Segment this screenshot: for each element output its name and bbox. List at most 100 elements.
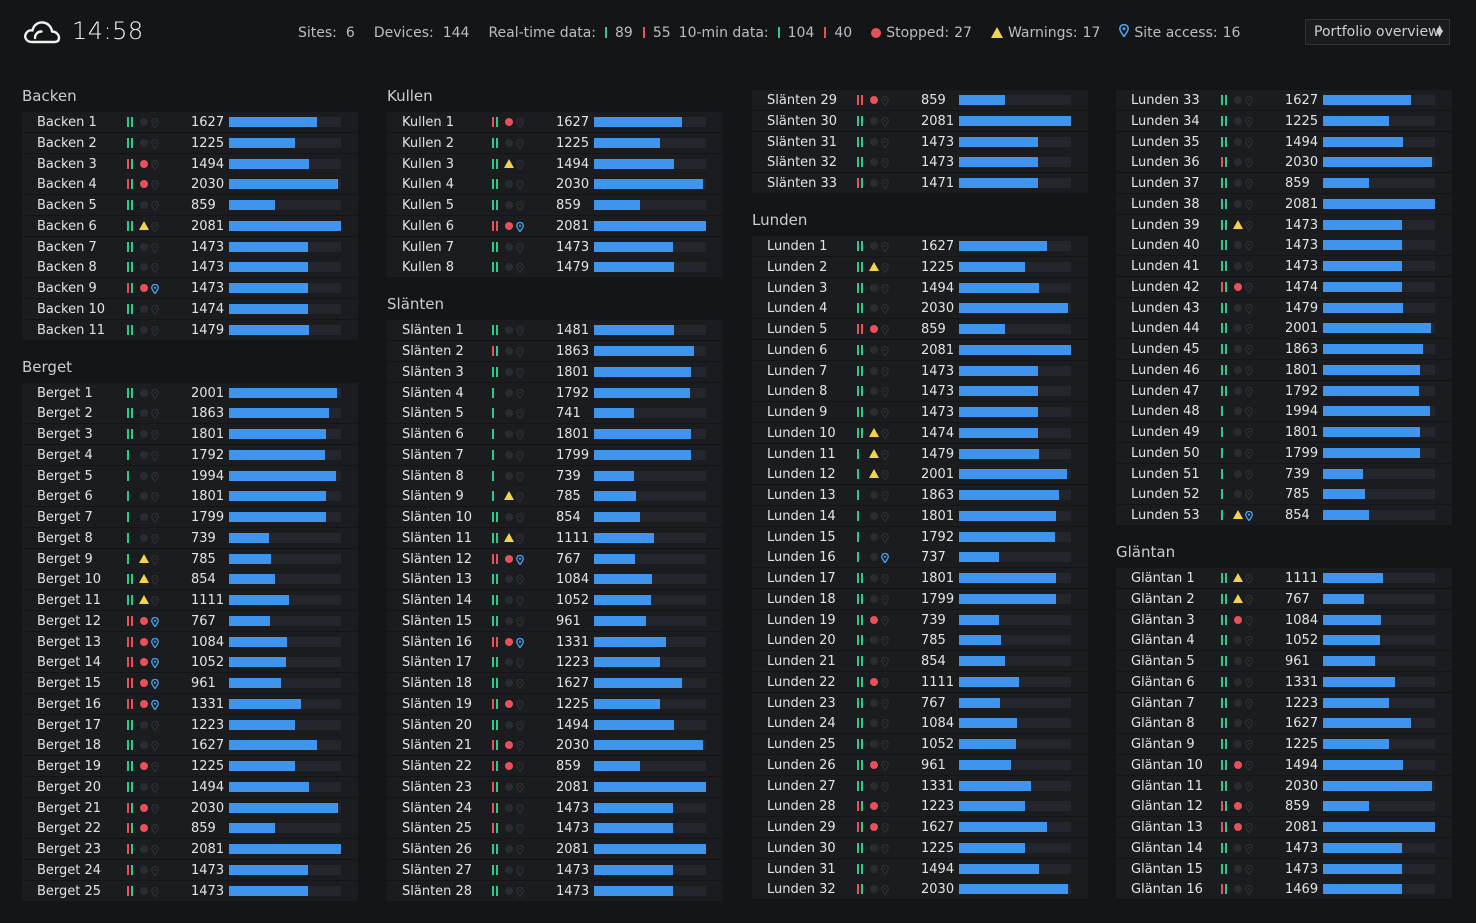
device-row[interactable]: Slänten 1 1481 [387, 320, 723, 341]
device-row[interactable]: Berget 1 2001 [22, 382, 358, 403]
device-row[interactable]: Gläntan 2 767 [1116, 588, 1452, 609]
device-row[interactable]: Lunden 18 1799 [752, 588, 1088, 609]
device-row[interactable]: Berget 21 2030 [22, 797, 358, 818]
device-row[interactable]: Lunden 15 1792 [752, 526, 1088, 547]
device-row[interactable]: Lunden 41 1473 [1116, 256, 1452, 276]
device-row[interactable]: Berget 12 767 [22, 610, 358, 631]
device-row[interactable]: Lunden 31 1494 [752, 858, 1088, 879]
device-row[interactable]: Lunden 30 1225 [752, 837, 1088, 858]
device-row[interactable]: Gläntan 14 1473 [1116, 837, 1452, 858]
device-row[interactable]: Berget 17 1223 [22, 714, 358, 735]
device-row[interactable]: Lunden 53 854 [1116, 505, 1452, 525]
device-row[interactable]: Lunden 17 1801 [752, 568, 1088, 588]
device-row[interactable]: Lunden 14 1801 [752, 505, 1088, 526]
device-row[interactable]: Backen 9 1473 [22, 278, 358, 298]
device-row[interactable]: Slänten 17 1223 [387, 652, 723, 673]
device-row[interactable]: Lunden 26 961 [752, 754, 1088, 775]
device-row[interactable]: Backen 2 1225 [22, 132, 358, 153]
device-row[interactable]: Lunden 47 1792 [1116, 380, 1452, 401]
device-row[interactable]: Slänten 25 1473 [387, 818, 723, 839]
device-row[interactable]: Slänten 4 1792 [387, 382, 723, 403]
device-row[interactable]: Kullen 7 1473 [387, 236, 723, 257]
device-row[interactable]: Lunden 51 739 [1116, 463, 1452, 484]
device-row[interactable]: Slänten 14 1052 [387, 590, 723, 610]
device-row[interactable]: Berget 16 1331 [22, 693, 358, 714]
device-row[interactable]: Lunden 5 859 [752, 319, 1088, 339]
device-row[interactable]: Lunden 35 1494 [1116, 131, 1452, 152]
device-row[interactable]: Lunden 23 767 [752, 692, 1088, 713]
device-row[interactable]: Gläntan 4 1052 [1116, 630, 1452, 651]
device-row[interactable]: Lunden 50 1799 [1116, 442, 1452, 463]
device-row[interactable]: Lunden 22 1111 [752, 671, 1088, 692]
device-row[interactable]: Lunden 42 1474 [1116, 276, 1452, 297]
device-row[interactable]: Slänten 11 1111 [387, 527, 723, 548]
device-row[interactable]: Lunden 44 2001 [1116, 318, 1452, 339]
device-row[interactable]: Berget 15 961 [22, 673, 358, 693]
device-row[interactable]: Gläntan 15 1473 [1116, 858, 1452, 879]
device-row[interactable]: Berget 13 1084 [22, 631, 358, 652]
device-row[interactable]: Lunden 19 739 [752, 609, 1088, 630]
device-row[interactable]: Gläntan 12 859 [1116, 796, 1452, 817]
device-row[interactable]: Lunden 48 1994 [1116, 401, 1452, 422]
device-row[interactable]: Backen 8 1473 [22, 257, 358, 278]
device-row[interactable]: Gläntan 13 2081 [1116, 817, 1452, 837]
device-row[interactable]: Gläntan 5 961 [1116, 651, 1452, 671]
device-row[interactable]: Lunden 10 1474 [752, 422, 1088, 443]
device-row[interactable]: Berget 20 1494 [22, 776, 358, 797]
device-row[interactable]: Backen 11 1479 [22, 319, 358, 340]
device-row[interactable]: Kullen 1 1627 [387, 112, 723, 132]
device-row[interactable]: Lunden 6 2081 [752, 339, 1088, 360]
device-row[interactable]: Backen 5 859 [22, 195, 358, 215]
device-row[interactable]: Lunden 36 2030 [1116, 152, 1452, 173]
device-row[interactable]: Lunden 29 1627 [752, 817, 1088, 837]
device-row[interactable]: Lunden 13 1863 [752, 485, 1088, 505]
device-row[interactable]: Lunden 27 1331 [752, 775, 1088, 796]
device-row[interactable]: Berget 7 1799 [22, 507, 358, 527]
device-row[interactable]: Lunden 52 785 [1116, 484, 1452, 505]
device-row[interactable]: Berget 5 1994 [22, 465, 358, 486]
device-row[interactable]: Slänten 29 859 [752, 90, 1088, 110]
device-row[interactable]: Berget 4 1792 [22, 444, 358, 465]
device-row[interactable]: Lunden 33 1627 [1116, 90, 1452, 110]
device-row[interactable]: Backen 7 1473 [22, 236, 358, 257]
device-row[interactable]: Gläntan 7 1223 [1116, 692, 1452, 713]
device-row[interactable]: Lunden 46 1801 [1116, 359, 1452, 380]
device-row[interactable]: Gläntan 10 1494 [1116, 754, 1452, 775]
device-row[interactable]: Slänten 32 1473 [752, 152, 1088, 173]
device-row[interactable]: Kullen 8 1479 [387, 257, 723, 278]
device-row[interactable]: Lunden 40 1473 [1116, 235, 1452, 256]
device-row[interactable]: Lunden 32 2030 [752, 879, 1088, 900]
device-row[interactable]: Slänten 24 1473 [387, 797, 723, 818]
device-row[interactable]: Lunden 3 1494 [752, 277, 1088, 298]
device-row[interactable]: Slänten 9 785 [387, 486, 723, 507]
device-row[interactable]: Slänten 33 1471 [752, 173, 1088, 193]
device-row[interactable]: Lunden 38 2081 [1116, 193, 1452, 214]
view-select[interactable]: Portfolio overview ▲ ▼ [1305, 19, 1450, 45]
device-row[interactable]: Berget 11 1111 [22, 590, 358, 610]
device-row[interactable]: Lunden 49 1801 [1116, 422, 1452, 442]
device-row[interactable]: Slänten 19 1225 [387, 693, 723, 714]
device-row[interactable]: Lunden 12 2001 [752, 464, 1088, 485]
device-row[interactable]: Slänten 8 739 [387, 465, 723, 486]
device-row[interactable]: Backen 1 1627 [22, 112, 358, 132]
device-row[interactable]: Slänten 16 1331 [387, 631, 723, 652]
device-row[interactable]: Lunden 20 785 [752, 630, 1088, 651]
device-row[interactable]: Kullen 5 859 [387, 195, 723, 215]
device-row[interactable]: Slänten 20 1494 [387, 714, 723, 735]
device-row[interactable]: Lunden 8 1473 [752, 381, 1088, 402]
device-row[interactable]: Berget 23 2081 [22, 839, 358, 859]
device-row[interactable]: Kullen 2 1225 [387, 132, 723, 153]
device-row[interactable]: Lunden 1 1627 [752, 236, 1088, 256]
device-row[interactable]: Lunden 21 854 [752, 651, 1088, 671]
device-row[interactable]: Slänten 7 1799 [387, 444, 723, 465]
device-row[interactable]: Lunden 16 737 [752, 547, 1088, 568]
device-row[interactable]: Slänten 22 859 [387, 756, 723, 776]
device-row[interactable]: Gläntan 8 1627 [1116, 713, 1452, 734]
device-row[interactable]: Lunden 34 1225 [1116, 110, 1452, 131]
device-row[interactable]: Backen 10 1474 [22, 298, 358, 319]
device-row[interactable]: Lunden 43 1479 [1116, 297, 1452, 318]
device-row[interactable]: Lunden 11 1479 [752, 443, 1088, 464]
device-row[interactable]: Slänten 28 1473 [387, 880, 723, 901]
device-row[interactable]: Berget 14 1052 [22, 652, 358, 673]
device-row[interactable]: Gläntan 11 2030 [1116, 775, 1452, 796]
